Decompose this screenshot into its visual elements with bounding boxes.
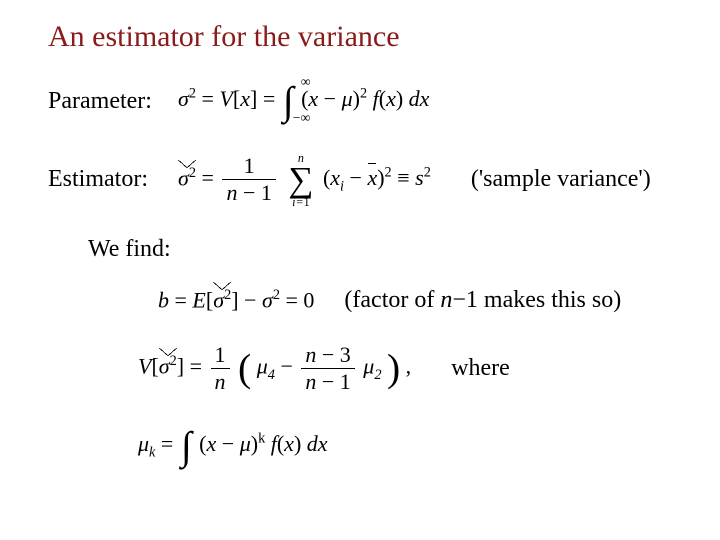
sample-variance-note: ('sample variance'): [471, 166, 651, 193]
parameter-row: Parameter: σ2 = V[x] = ∫∞−∞ (x − μ)2 f(x…: [48, 78, 672, 124]
muk-row: μk = ∫ (x − μ)k f(x) dx: [138, 423, 672, 469]
parameter-equation: σ2 = V[x] = ∫∞−∞ (x − μ)2 f(x) dx: [178, 78, 429, 124]
integral-icon: ∫: [181, 423, 192, 469]
bias-equation: b = E[σ2] − σ2 = 0: [158, 287, 314, 313]
estimator-label: Estimator:: [48, 166, 178, 193]
slide: An estimator for the variance Parameter:…: [0, 0, 720, 540]
estimator-row: Estimator: σ2 = 1n − 1 n∑i=1 (xi − x)2 ≡…: [48, 152, 672, 208]
factor-note-pre: (factor of: [344, 287, 440, 313]
parameter-label: Parameter:: [48, 88, 178, 115]
factor-minus: −: [452, 287, 466, 313]
factor-note: (factor of n−1 makes this so): [344, 287, 621, 314]
var-row: V[σ2] = 1n ( μ4 − n − 3n − 1 μ2 ) , wher…: [138, 342, 672, 395]
slide-title: An estimator for the variance: [48, 20, 672, 54]
factor-n: n: [440, 287, 452, 313]
sum-icon: ∑: [288, 164, 313, 196]
muk-equation: μk = ∫ (x − μ)k f(x) dx: [138, 423, 672, 469]
factor-note-post: 1 makes this so): [466, 287, 621, 313]
where-label: where: [451, 355, 510, 382]
we-find-label: We find:: [88, 236, 672, 263]
estimator-equation: σ2 = 1n − 1 n∑i=1 (xi − x)2 ≡ s2: [178, 152, 431, 208]
bias-row: b = E[σ2] − σ2 = 0 (factor of n−1 makes …: [158, 287, 672, 314]
var-equation: V[σ2] = 1n ( μ4 − n − 3n − 1 μ2 ) ,: [138, 342, 411, 395]
